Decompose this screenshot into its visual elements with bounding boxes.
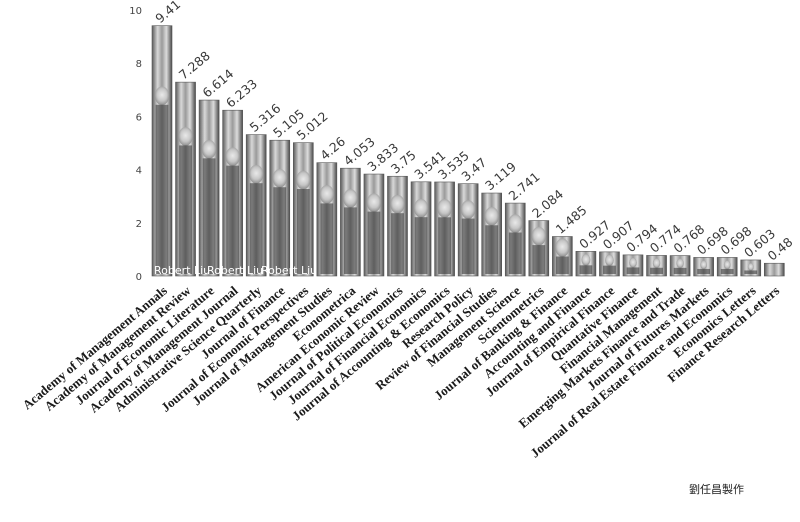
bar	[292, 142, 314, 277]
y-tick-label: 10	[129, 6, 142, 17]
bar	[693, 257, 714, 277]
bar	[740, 259, 762, 277]
bar	[198, 99, 220, 277]
y-tick-label: 6	[136, 112, 142, 123]
value-label: 9.41	[152, 0, 183, 26]
bar	[504, 202, 526, 277]
bar	[528, 220, 550, 277]
bar	[622, 254, 644, 277]
bar	[434, 181, 455, 277]
bar	[316, 162, 338, 277]
credit-text: 劉任昌製作	[689, 483, 744, 496]
bars	[151, 25, 785, 277]
bar	[222, 109, 243, 277]
bar	[716, 257, 738, 277]
watermark-text: Robert Liu	[261, 264, 317, 277]
bar	[575, 251, 597, 277]
bar	[363, 173, 385, 277]
bar	[387, 175, 408, 277]
y-tick-label: 8	[136, 59, 142, 70]
bar	[340, 167, 361, 277]
bar	[669, 255, 691, 277]
value-label: 2.084	[529, 186, 566, 221]
y-axis: 0 2 4 6 8 10	[129, 6, 142, 283]
bar	[410, 181, 432, 277]
value-label: 7.288	[176, 48, 213, 83]
bar	[599, 251, 620, 277]
value-label: 1.485	[553, 202, 590, 237]
bar	[552, 236, 573, 277]
watermark-text: Robert Liu	[207, 264, 263, 277]
bar	[245, 134, 267, 277]
bar	[269, 139, 291, 277]
bar	[646, 255, 667, 277]
bar	[763, 262, 785, 277]
bar	[481, 192, 503, 277]
bar	[457, 183, 479, 277]
watermark-text: Robert Liu	[154, 264, 210, 277]
y-tick-label: 2	[136, 219, 142, 230]
y-tick-label: 4	[136, 166, 142, 177]
bar	[151, 25, 173, 277]
bar	[175, 81, 196, 277]
y-tick-label: 0	[136, 272, 142, 283]
